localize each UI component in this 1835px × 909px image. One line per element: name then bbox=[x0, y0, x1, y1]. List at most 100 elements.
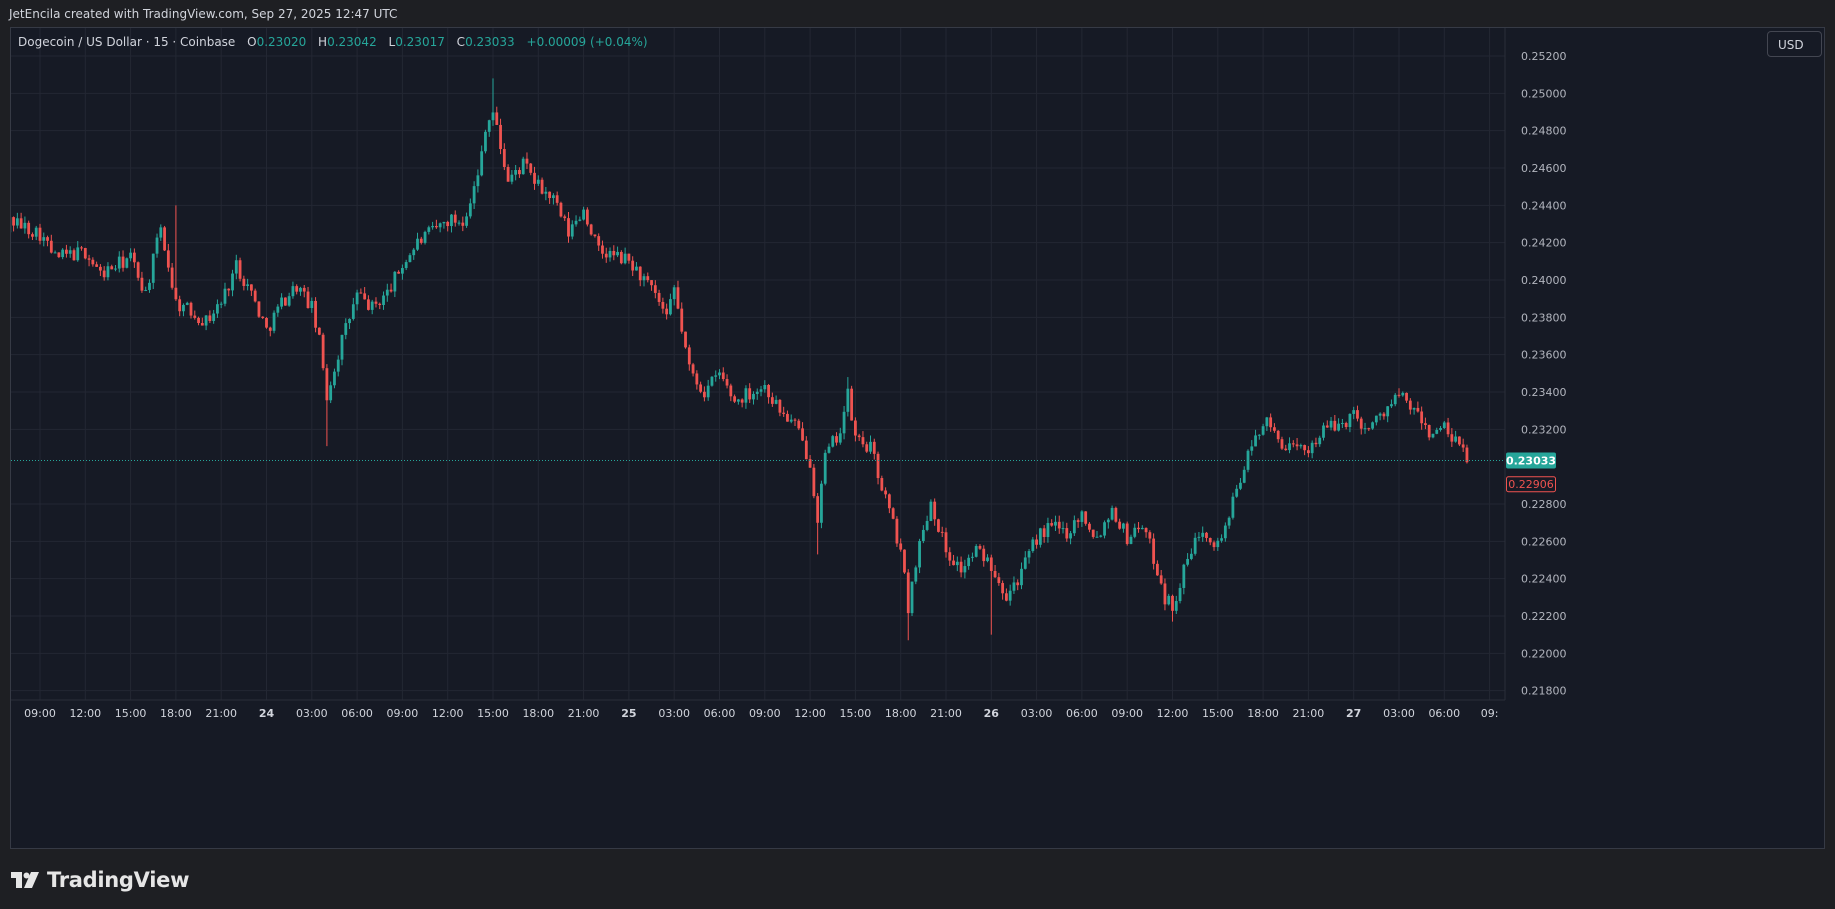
candle-body bbox=[1371, 422, 1374, 429]
brand-name: TradingView bbox=[47, 868, 190, 892]
candle bbox=[820, 480, 823, 529]
candle-body bbox=[759, 389, 763, 392]
candle-body bbox=[148, 282, 151, 290]
candle-body bbox=[442, 221, 446, 224]
candle bbox=[1276, 430, 1280, 443]
chart-grid bbox=[11, 28, 1505, 700]
time-axis: 09:00 12:00 15:00 18:00 21:00 24 03:00 06:00 09:… bbox=[11, 699, 1505, 720]
candle-body bbox=[1118, 521, 1122, 529]
candle-body bbox=[914, 567, 918, 582]
candle-body bbox=[1205, 532, 1208, 538]
candle bbox=[227, 288, 231, 297]
candle-body bbox=[1186, 558, 1189, 565]
candle-body bbox=[782, 412, 786, 414]
candle-body bbox=[1023, 557, 1027, 569]
candle bbox=[1239, 478, 1242, 491]
candle-body bbox=[416, 238, 419, 250]
candle bbox=[918, 538, 921, 574]
candle bbox=[518, 167, 521, 178]
price-tick-label: 0.24400 bbox=[1521, 199, 1567, 212]
candle-body bbox=[1314, 442, 1318, 445]
candle bbox=[163, 225, 166, 252]
candlestick-chart[interactable]: 0.23033 0.22906 0.25200 0.25000 0.24800 0.24… bbox=[11, 28, 1824, 848]
candle-body bbox=[793, 419, 797, 421]
candle-body bbox=[657, 292, 661, 302]
candle-body bbox=[76, 247, 80, 261]
candle-body bbox=[831, 436, 835, 447]
candle bbox=[544, 186, 548, 201]
candle bbox=[1103, 520, 1106, 539]
candle bbox=[733, 394, 736, 404]
candle-body bbox=[944, 532, 948, 553]
candle-body bbox=[589, 224, 593, 235]
candle bbox=[638, 266, 642, 287]
candle-body bbox=[1005, 593, 1008, 601]
candle-body bbox=[204, 315, 208, 326]
candle-body bbox=[997, 577, 1001, 584]
candle-body bbox=[1054, 521, 1057, 526]
candle-body bbox=[635, 266, 638, 271]
candle-body bbox=[106, 266, 110, 278]
candle bbox=[816, 493, 820, 555]
candle bbox=[691, 362, 695, 377]
candle-body bbox=[1269, 417, 1273, 428]
candle-body bbox=[431, 226, 434, 228]
candle bbox=[397, 270, 401, 274]
candle-body bbox=[336, 359, 340, 372]
candle bbox=[1080, 510, 1084, 527]
footer-brand[interactable]: TradingView bbox=[11, 866, 189, 894]
candle-body bbox=[672, 287, 676, 300]
candle-body bbox=[653, 285, 657, 293]
candle-body bbox=[1061, 528, 1065, 530]
candle bbox=[665, 303, 669, 320]
candle-body bbox=[351, 304, 355, 319]
candle bbox=[404, 259, 408, 271]
candle-body bbox=[1397, 394, 1401, 396]
candle bbox=[616, 246, 619, 258]
candle bbox=[1458, 436, 1461, 447]
candle bbox=[1050, 519, 1054, 527]
candle-body bbox=[314, 300, 317, 328]
candle bbox=[246, 278, 250, 291]
tradingview-logo-icon bbox=[11, 872, 39, 888]
candle-body bbox=[68, 250, 72, 254]
candle-body bbox=[1356, 410, 1359, 419]
candle-body bbox=[250, 284, 253, 291]
candle bbox=[963, 559, 967, 579]
candle-body bbox=[1050, 523, 1054, 526]
candle-body bbox=[212, 313, 216, 321]
candle bbox=[703, 386, 706, 402]
time-tick-label: 21:00 bbox=[930, 707, 962, 720]
currency-button[interactable]: USD bbox=[1767, 31, 1822, 57]
candle bbox=[1235, 484, 1239, 498]
candle bbox=[502, 143, 506, 171]
price-tick-label: 0.22000 bbox=[1521, 647, 1567, 660]
candle bbox=[336, 355, 340, 377]
candle bbox=[1031, 537, 1035, 553]
candle-body bbox=[310, 300, 314, 309]
candle-body bbox=[903, 549, 906, 573]
candle-body bbox=[1163, 583, 1167, 605]
candle-body bbox=[880, 478, 884, 491]
candle-body bbox=[812, 467, 816, 497]
candle-body bbox=[125, 258, 129, 268]
candle bbox=[38, 223, 42, 245]
candle-body bbox=[850, 388, 854, 421]
candle bbox=[789, 414, 793, 424]
candle-body bbox=[136, 262, 140, 278]
candle bbox=[695, 370, 699, 390]
candle-body bbox=[182, 304, 185, 312]
candle bbox=[1159, 570, 1163, 585]
candle-body bbox=[921, 529, 925, 541]
candle-body bbox=[280, 297, 283, 307]
candle-body bbox=[665, 308, 669, 315]
candle-body bbox=[1261, 426, 1265, 435]
candle-body bbox=[38, 227, 42, 241]
candle bbox=[706, 379, 710, 401]
candle bbox=[197, 316, 200, 326]
candle-body bbox=[42, 237, 46, 241]
price-tick-label: 0.21800 bbox=[1521, 685, 1567, 698]
candle-body bbox=[1106, 519, 1110, 523]
candle-body bbox=[1167, 595, 1171, 605]
candle bbox=[80, 245, 83, 251]
